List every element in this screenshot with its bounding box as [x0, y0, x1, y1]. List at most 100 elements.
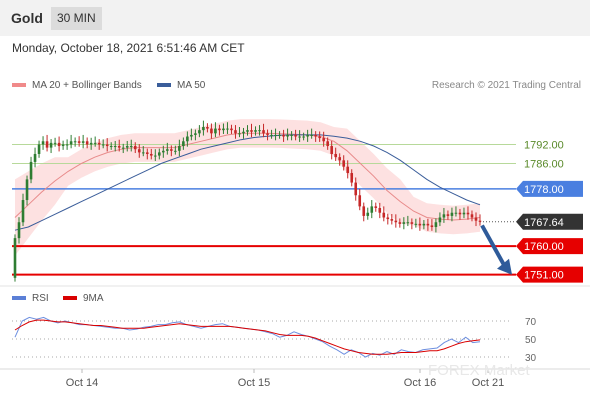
- asset-title: Gold: [11, 10, 43, 26]
- price-levels: [12, 143, 516, 276]
- candle-body: [218, 128, 221, 131]
- candle-body: [310, 134, 313, 136]
- candle-body: [182, 141, 185, 147]
- candle-body: [133, 146, 137, 150]
- candle-body: [354, 182, 358, 196]
- candle-body: [426, 223, 430, 226]
- candle-body: [430, 225, 434, 228]
- x-tick-label: Oct 15: [238, 377, 270, 389]
- candle-body: [178, 146, 181, 151]
- candle-body: [170, 149, 173, 151]
- level-tag-1778.00: [516, 180, 583, 197]
- candle-body: [141, 152, 145, 154]
- candle-body: [326, 141, 329, 147]
- candle-body: [382, 212, 386, 218]
- candle-body: [234, 130, 237, 134]
- candle-body: [362, 206, 366, 216]
- candle-body: [198, 130, 201, 134]
- candle-body: [17, 222, 21, 239]
- candle-body: [57, 142, 61, 147]
- candle-body: [222, 128, 225, 131]
- rsi-tick-30: 30: [525, 353, 537, 364]
- candle-body: [246, 130, 249, 132]
- candle-body: [25, 179, 29, 201]
- candle-body: [266, 133, 269, 135]
- candle-body: [29, 161, 33, 180]
- candle-body: [194, 133, 197, 135]
- candle-body: [454, 212, 458, 214]
- rsi-9ma-line: [14, 319, 481, 355]
- legend-label-ma20: MA 20 + Bollinger Bands: [32, 80, 142, 91]
- candle-body: [202, 126, 205, 131]
- candle-body: [254, 130, 257, 132]
- candle-body: [206, 126, 209, 129]
- x-tick-label: Oct 16: [404, 377, 436, 389]
- candle-body: [350, 173, 354, 183]
- candle-body: [101, 144, 105, 146]
- candle-body: [174, 150, 177, 152]
- level-tag-1751.00: [516, 266, 583, 283]
- candle-body: [418, 223, 422, 226]
- legend-ma50: MA 50: [157, 80, 205, 91]
- candle-body: [166, 149, 169, 151]
- candle-body: [190, 134, 193, 137]
- level-label-1786.00: 1786.00: [524, 159, 564, 171]
- candle-body: [402, 222, 406, 224]
- level-tag-1760.00: [516, 238, 583, 255]
- candle-body: [342, 160, 346, 167]
- legend-rsi: RSI: [12, 293, 49, 304]
- candle-body: [450, 212, 454, 216]
- candle-body: [250, 130, 253, 132]
- legend-9ma: 9MA: [63, 293, 104, 304]
- candle-body: [162, 150, 165, 153]
- candle-body: [137, 149, 141, 153]
- candle-body: [406, 222, 410, 224]
- candle-body: [358, 195, 362, 207]
- legend-ma20: MA 20 + Bollinger Bands: [12, 80, 142, 91]
- candle-body: [370, 206, 374, 213]
- candle-body: [322, 138, 325, 142]
- candle-body: [346, 166, 350, 174]
- candle-body: [37, 144, 41, 154]
- legend-label-rsi: RSI: [32, 293, 49, 304]
- candle-body: [446, 214, 450, 216]
- candle-body: [434, 222, 438, 228]
- candle-body: [65, 144, 69, 146]
- candlesticks: [13, 120, 482, 282]
- candle-body: [125, 146, 129, 148]
- candle-body: [302, 136, 305, 138]
- chart-datetime: Monday, October 18, 2021 6:51:46 AM CET: [12, 41, 245, 55]
- x-tick-label: Oct 14: [66, 377, 98, 389]
- candle-body: [414, 223, 418, 225]
- candle-body: [129, 146, 133, 148]
- candle-body: [258, 130, 261, 132]
- legend-swatch-9ma: [63, 296, 77, 301]
- forecast-arrow-shaft: [480, 224, 507, 268]
- legend-swatch-rsi: [12, 296, 26, 301]
- candle-body: [69, 141, 73, 145]
- rsi-panel: 70 50 30: [12, 316, 537, 364]
- candle-body: [117, 146, 121, 148]
- candle-body: [462, 212, 466, 215]
- candle-body: [53, 142, 57, 144]
- level-label-1760.00: 1760.00: [524, 241, 564, 253]
- candle-body: [158, 152, 161, 156]
- candle-body: [290, 134, 293, 136]
- level-label-1792.00: 1792.00: [524, 139, 564, 151]
- candle-body: [105, 144, 109, 147]
- candle-body: [306, 134, 309, 137]
- legend-swatch-ma20: [12, 83, 26, 88]
- rsi-tick-70: 70: [525, 317, 537, 328]
- candle-body: [262, 130, 265, 134]
- candle-body: [214, 128, 217, 134]
- candle-body: [238, 133, 241, 135]
- bollinger-band: [15, 119, 480, 256]
- candle-body: [149, 153, 153, 156]
- candle-body: [85, 141, 89, 145]
- candle-body: [298, 136, 301, 138]
- candle-body: [466, 212, 470, 215]
- timeframe-button[interactable]: 30 MIN: [51, 7, 102, 30]
- candle-body: [97, 142, 101, 145]
- candle-body: [474, 217, 478, 221]
